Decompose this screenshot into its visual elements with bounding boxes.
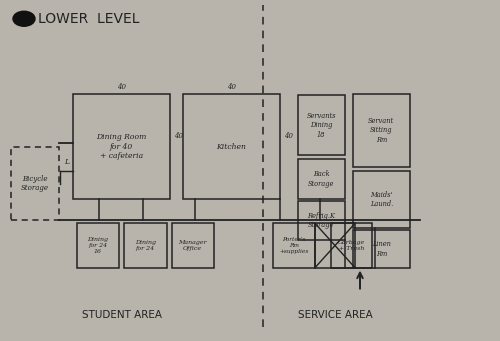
Bar [76, 223, 119, 268]
Text: L: L [64, 159, 69, 166]
Text: 40: 40 [227, 83, 236, 91]
Text: Porter's
Rm
+supplies: Porter's Rm +supplies [279, 237, 308, 254]
Bar [124, 223, 166, 268]
Text: Servant
Sitting
Rm: Servant Sitting Rm [368, 117, 394, 144]
Bar [298, 201, 345, 240]
Text: STUDENT AREA: STUDENT AREA [82, 310, 162, 321]
Bar [298, 95, 345, 155]
Bar [11, 147, 58, 220]
Text: 40: 40 [117, 83, 126, 91]
Text: Kitchen: Kitchen [216, 143, 246, 151]
Bar [352, 170, 410, 228]
Bar [272, 223, 315, 268]
Text: LOWER  LEVEL: LOWER LEVEL [38, 12, 139, 26]
Text: Bicycle
Storage: Bicycle Storage [21, 175, 49, 192]
Text: Servants
Dining
18: Servants Dining 18 [306, 112, 336, 138]
Bar [352, 230, 410, 268]
Text: 40: 40 [284, 132, 293, 140]
Text: Maids'
Laund.: Maids' Laund. [370, 191, 393, 208]
Bar [182, 94, 280, 199]
Bar [331, 223, 372, 268]
Bar [72, 94, 170, 199]
Text: SERVICE AREA: SERVICE AREA [298, 310, 372, 321]
Text: Dining
for 24
16: Dining for 24 16 [88, 237, 108, 254]
Text: Linen
Rm: Linen Rm [372, 240, 390, 257]
Text: Dining
for 24: Dining for 24 [135, 240, 156, 251]
Text: Dining Room
for 40
+ cafeteria: Dining Room for 40 + cafeteria [96, 133, 146, 160]
Text: Refrig.K
Storage: Refrig.K Storage [307, 212, 335, 229]
Text: Manager
Office: Manager Office [178, 240, 207, 251]
Bar [172, 223, 214, 268]
Text: Back
Storage: Back Storage [308, 170, 334, 188]
Circle shape [13, 11, 35, 26]
Bar [315, 223, 355, 268]
Bar [298, 159, 345, 199]
Text: Garbage
+ Trash: Garbage + Trash [338, 240, 365, 251]
Bar [352, 94, 410, 167]
Text: 40: 40 [174, 132, 183, 140]
